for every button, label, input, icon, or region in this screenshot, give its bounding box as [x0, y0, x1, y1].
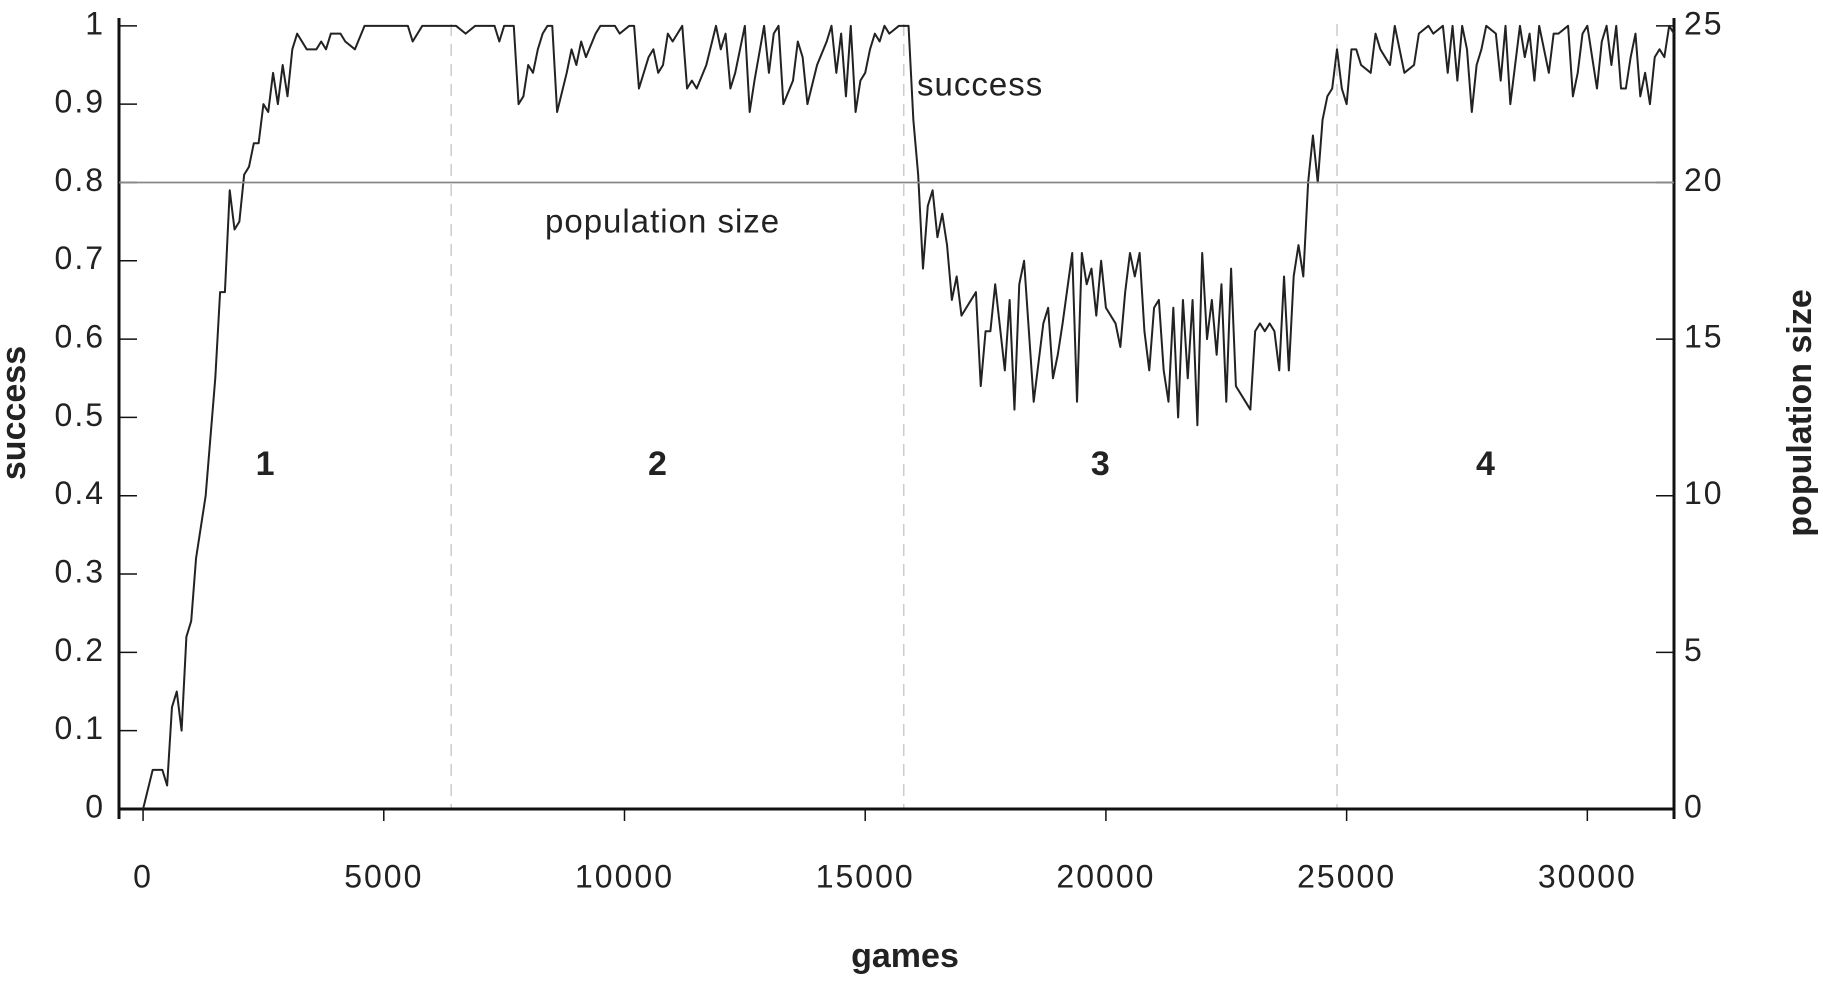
x-axis-title: games: [851, 937, 959, 975]
y-tick-label: 0: [85, 788, 105, 824]
phase-label: 4: [1476, 445, 1495, 483]
y-tick-label: 0.5: [55, 397, 105, 433]
population-annotation: population size: [545, 203, 780, 240]
y2-tick-label: 25: [1684, 5, 1724, 41]
x-tick-label: 10000: [575, 858, 674, 894]
y-tick-label: 0.2: [55, 632, 105, 668]
y-tick-label: 0.9: [55, 84, 105, 120]
y-tick-label: 0.6: [55, 319, 105, 355]
x-tick-label: 15000: [816, 858, 915, 894]
y2-tick-label: 5: [1684, 632, 1704, 668]
phase-label: 1: [256, 445, 275, 483]
y2-tick-label: 15: [1684, 319, 1724, 355]
y2-tick-label: 0: [1684, 788, 1704, 824]
y-axis-title: success: [0, 346, 33, 480]
x-tick-label: 20000: [1056, 858, 1155, 894]
x-tick-label: 25000: [1297, 858, 1396, 894]
y-tick-label: 0.1: [55, 710, 105, 746]
series-line: [142, 24, 1675, 810]
y-tick-label: 0.3: [55, 554, 105, 590]
x-tick-label: 0: [133, 858, 153, 894]
y-tick-label: 0.4: [55, 475, 105, 511]
success-annotation: success: [917, 66, 1043, 103]
y2-axis-title: population size: [1781, 289, 1819, 536]
y-tick-label: 1: [85, 5, 105, 41]
y-tick-label: 0.8: [55, 162, 105, 198]
x-tick-label: 5000: [344, 858, 423, 894]
x-tick-label: 30000: [1538, 858, 1637, 894]
phase-label: 3: [1091, 445, 1110, 483]
y2-tick-label: 10: [1684, 475, 1724, 511]
y2-tick-label: 20: [1684, 162, 1724, 198]
phase-label: 2: [648, 445, 667, 483]
y-tick-label: 0.7: [55, 240, 105, 276]
